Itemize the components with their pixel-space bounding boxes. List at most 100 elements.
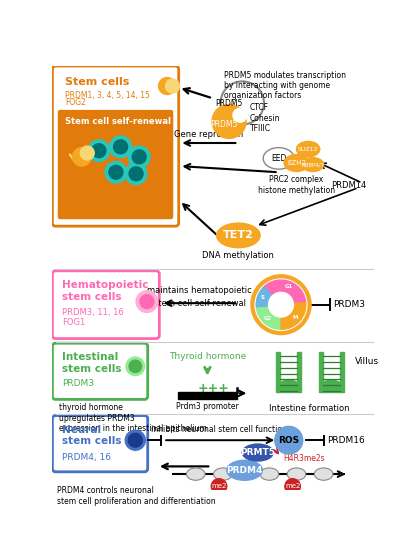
Text: me2: me2 — [285, 483, 300, 490]
Ellipse shape — [214, 468, 232, 480]
Polygon shape — [297, 353, 301, 393]
Text: Prdm3 promoter: Prdm3 promoter — [176, 402, 239, 411]
Ellipse shape — [284, 155, 309, 172]
Circle shape — [129, 360, 142, 372]
Circle shape — [233, 108, 247, 122]
Text: PRDM1, 3, 4, 5, 14, 15: PRDM1, 3, 4, 5, 14, 15 — [65, 91, 150, 100]
Ellipse shape — [297, 141, 320, 157]
Circle shape — [128, 146, 150, 168]
Text: M: M — [292, 315, 298, 320]
Circle shape — [80, 146, 94, 160]
Ellipse shape — [260, 468, 279, 480]
Polygon shape — [319, 353, 323, 393]
Wedge shape — [265, 280, 306, 305]
Circle shape — [129, 167, 143, 181]
Circle shape — [128, 433, 142, 447]
Wedge shape — [256, 286, 281, 307]
Text: PRDM5: PRDM5 — [211, 120, 238, 129]
Text: inhibits neuronal stem cell function: inhibits neuronal stem cell function — [151, 425, 287, 434]
Circle shape — [126, 357, 145, 376]
Text: PRDM4, 16: PRDM4, 16 — [62, 453, 111, 461]
Polygon shape — [277, 353, 280, 393]
Circle shape — [132, 150, 146, 164]
Circle shape — [166, 79, 179, 93]
Text: Hematopoietic
stem cells: Hematopoietic stem cells — [62, 280, 148, 301]
Ellipse shape — [314, 468, 333, 480]
FancyBboxPatch shape — [58, 110, 173, 219]
Ellipse shape — [217, 223, 260, 248]
Text: FOG2: FOG2 — [65, 97, 85, 107]
Text: PRDM4 controls neuronal
stem cell proliferation and differentiation: PRDM4 controls neuronal stem cell prolif… — [57, 486, 216, 506]
Circle shape — [140, 295, 154, 309]
FancyBboxPatch shape — [52, 343, 148, 399]
Text: PRC2 complex
histone methylation: PRC2 complex histone methylation — [258, 175, 335, 195]
Circle shape — [105, 162, 127, 183]
Text: PRDM3, 11, 16
FOG1: PRDM3, 11, 16 FOG1 — [62, 308, 124, 327]
Text: me2: me2 — [211, 483, 227, 490]
Text: ROS: ROS — [278, 436, 299, 445]
Circle shape — [92, 144, 106, 158]
Ellipse shape — [263, 147, 294, 169]
Text: H4R3me2s: H4R3me2s — [283, 454, 325, 463]
Circle shape — [275, 426, 303, 454]
Text: Thyroid hormone: Thyroid hormone — [169, 353, 246, 361]
Text: DNA methylation: DNA methylation — [202, 251, 274, 260]
Ellipse shape — [302, 158, 323, 172]
Polygon shape — [340, 353, 344, 393]
Text: Gene repression: Gene repression — [174, 130, 243, 139]
Wedge shape — [256, 305, 281, 329]
Text: PRDM5 modulates transcription
by interacting with genome
organization factors: PRDM5 modulates transcription by interac… — [225, 70, 347, 101]
Circle shape — [212, 104, 246, 139]
FancyBboxPatch shape — [52, 271, 159, 339]
Text: PRDM3: PRDM3 — [333, 300, 365, 309]
Circle shape — [125, 163, 147, 185]
Text: Intestinal
stem cells: Intestinal stem cells — [62, 353, 121, 374]
Text: PRDM3: PRDM3 — [62, 378, 94, 388]
Text: PRDM2, 3, 14: PRDM2, 3, 14 — [83, 208, 143, 217]
Text: EED: EED — [271, 154, 286, 163]
Text: Stem cell self-renewal: Stem cell self-renewal — [65, 117, 171, 126]
Ellipse shape — [287, 468, 306, 480]
Text: PRDM16: PRDM16 — [327, 436, 365, 445]
Text: PRMT5: PRMT5 — [240, 448, 275, 457]
Text: Neural
stem cells: Neural stem cells — [62, 425, 121, 447]
Text: CTCF
Cohesin
TFIIIC: CTCF Cohesin TFIIIC — [250, 103, 280, 133]
Text: Villus: Villus — [354, 357, 379, 366]
Circle shape — [72, 147, 91, 166]
Text: thyroid hormone
upregulates PRDM3
expression in the intestinal epithelium: thyroid hormone upregulates PRDM3 expres… — [59, 403, 207, 433]
Circle shape — [110, 136, 132, 158]
Circle shape — [220, 81, 264, 124]
Text: TET2: TET2 — [223, 230, 254, 240]
Circle shape — [125, 430, 145, 450]
Circle shape — [158, 78, 176, 95]
Text: PRDM14: PRDM14 — [331, 181, 366, 190]
Polygon shape — [321, 380, 342, 393]
Polygon shape — [278, 380, 299, 393]
Text: Intestine formation: Intestine formation — [269, 404, 350, 413]
Text: S: S — [261, 295, 265, 300]
Text: SUZ12: SUZ12 — [298, 147, 318, 152]
Circle shape — [114, 140, 127, 154]
Polygon shape — [178, 393, 237, 399]
Wedge shape — [281, 302, 306, 329]
Text: G1: G1 — [284, 284, 292, 289]
Ellipse shape — [186, 468, 205, 480]
Circle shape — [211, 478, 227, 494]
Text: +++: +++ — [198, 382, 230, 395]
Text: stem cell self-renewal: stem cell self-renewal — [154, 299, 246, 307]
Circle shape — [109, 166, 123, 179]
Text: EZH2: EZH2 — [287, 160, 306, 166]
Text: maintains hematopoietic: maintains hematopoietic — [147, 287, 252, 295]
Ellipse shape — [227, 460, 262, 480]
Circle shape — [136, 291, 158, 312]
Circle shape — [269, 293, 293, 317]
Ellipse shape — [242, 444, 273, 461]
Text: Stem cells: Stem cells — [65, 77, 129, 87]
Text: RBBP4/7: RBBP4/7 — [301, 162, 324, 167]
Text: G2: G2 — [264, 316, 272, 321]
Text: PRDM5: PRDM5 — [215, 98, 243, 108]
Circle shape — [285, 478, 300, 494]
FancyBboxPatch shape — [52, 66, 178, 226]
FancyBboxPatch shape — [52, 416, 148, 472]
Text: PRDM4: PRDM4 — [226, 466, 263, 475]
